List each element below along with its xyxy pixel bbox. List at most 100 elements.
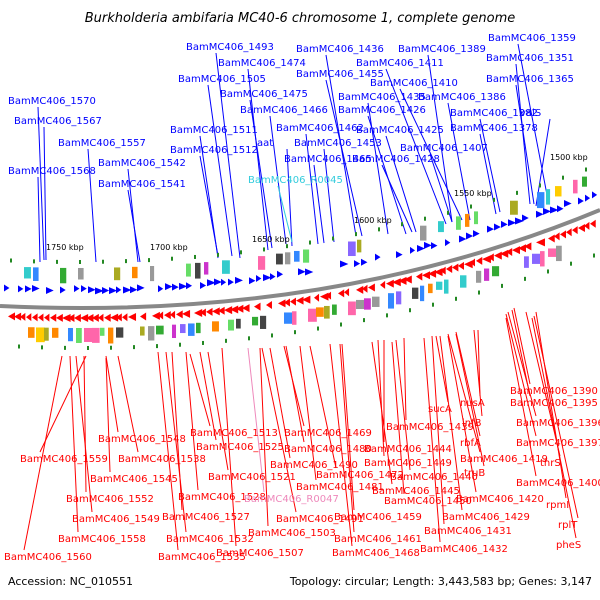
forward-gene-label: BamMC406_R0045 bbox=[248, 175, 343, 186]
reverse-gene-arrow bbox=[50, 313, 57, 322]
category-block bbox=[172, 324, 177, 339]
forward-gene-arrow bbox=[543, 207, 552, 215]
category-block bbox=[476, 270, 482, 283]
gc-marker bbox=[409, 308, 411, 313]
gc-marker bbox=[547, 269, 549, 274]
reverse-gene-label: BamMC406_1552 bbox=[66, 494, 154, 505]
reverse-gene-arrow bbox=[206, 307, 213, 316]
category-block bbox=[196, 322, 201, 334]
category-block bbox=[276, 253, 283, 265]
reverse-gene-arrow bbox=[212, 307, 220, 316]
forward-gene-arrow bbox=[592, 191, 598, 199]
callout-line bbox=[189, 353, 211, 427]
gc-marker bbox=[470, 204, 472, 209]
category-block bbox=[546, 189, 551, 205]
kbp-ticks: 1500 kbp 1550 kbp 1600 kbp 1650 kbp 1700 kbp… bbox=[46, 153, 588, 252]
forward-gene-label: BamMC406_1570 bbox=[8, 96, 96, 107]
category-block bbox=[292, 311, 297, 325]
reverse-gene-arrow bbox=[86, 313, 94, 322]
forward-gene-label: BamMC406_1410 bbox=[370, 78, 458, 89]
reverse-gene-label: BamMC406_1429 bbox=[442, 512, 530, 523]
category-block bbox=[236, 318, 241, 329]
reverse-gene-arrow bbox=[92, 313, 99, 322]
reverse-gene-arrow bbox=[572, 226, 578, 235]
forward-gene-arrow bbox=[578, 197, 584, 205]
gc-marker bbox=[355, 232, 357, 237]
category-block bbox=[132, 266, 138, 279]
accession-text: Accession: NC_010551 bbox=[8, 575, 133, 588]
reverse-gene-label: BamMC406_1419 bbox=[460, 454, 548, 465]
callout-line bbox=[299, 345, 317, 481]
gc-marker bbox=[386, 313, 388, 318]
callout-line bbox=[305, 133, 319, 245]
reverse-gene-arrow bbox=[44, 313, 50, 322]
reverse-gene-arrow bbox=[140, 312, 147, 321]
reverse-gene-arrow bbox=[464, 260, 473, 269]
reverse-gene-label: BamMC406_1459 bbox=[334, 512, 422, 523]
category-block bbox=[114, 267, 121, 281]
forward-gene-arrow bbox=[417, 245, 425, 253]
callout-line bbox=[87, 148, 97, 263]
reverse-gene-label: BamMC406_1431 bbox=[424, 526, 512, 537]
forward-gene-arrow bbox=[445, 239, 451, 247]
category-block bbox=[356, 299, 365, 309]
reverse-gene-arrow bbox=[488, 253, 494, 262]
gc-marker bbox=[202, 340, 204, 345]
forward-gene-arrow bbox=[263, 274, 272, 282]
forward-gene-arrow bbox=[305, 268, 314, 276]
callout-line bbox=[269, 115, 287, 245]
reverse-gene-arrow bbox=[518, 244, 526, 253]
forward-gene-label: BamMC406_1475 bbox=[220, 89, 308, 100]
reverse-gene-label: BamMC406_1548 bbox=[98, 434, 186, 445]
callout-line bbox=[329, 343, 353, 547]
forward-gene-arrow bbox=[515, 217, 524, 225]
reverse-gene-label: BamMC406_1527 bbox=[162, 512, 250, 523]
reverse-gene-arrow bbox=[20, 312, 26, 321]
category-block bbox=[33, 267, 39, 281]
category-block bbox=[204, 262, 209, 275]
forward-gene-label: BamMC406_1557 bbox=[58, 138, 146, 149]
callout-line bbox=[455, 331, 481, 437]
reverse-gene-label: BamMC406_1538 bbox=[118, 454, 206, 465]
forward-gene-arrow bbox=[340, 260, 349, 268]
kbp-tick-label: 1500 kbp bbox=[550, 153, 588, 162]
callout-line bbox=[447, 102, 471, 221]
forward-gene-label: BamMC406_1466 bbox=[240, 105, 328, 116]
forward-gene-arrow bbox=[4, 284, 10, 292]
reverse-gene-label: BamMC406_1532 bbox=[166, 534, 254, 545]
callout-line bbox=[286, 148, 293, 247]
reverse-gene-label: BamMC406_1450 bbox=[384, 496, 472, 507]
reverse-gene-label: BamMC406_1397 bbox=[516, 438, 600, 449]
reverse-category-blocks bbox=[28, 245, 562, 344]
callout-line bbox=[277, 185, 293, 243]
reverse-gene-arrow bbox=[392, 278, 401, 287]
reverse-gene-arrow bbox=[74, 313, 81, 322]
reverse-gene-label: BamMC406_1545 bbox=[90, 474, 178, 485]
gc-marker bbox=[524, 276, 526, 281]
forward-gene-arrow bbox=[235, 276, 243, 284]
category-block bbox=[444, 279, 449, 294]
reverse-gene-label: BamMC406_1521 bbox=[208, 472, 296, 483]
reverse-gene-arrow bbox=[458, 261, 464, 270]
category-block bbox=[436, 281, 443, 290]
gc-marker bbox=[56, 259, 58, 264]
gc-marker bbox=[10, 258, 12, 263]
gc-marker bbox=[133, 345, 135, 350]
callout-line bbox=[185, 351, 199, 491]
category-block bbox=[24, 267, 31, 279]
reverse-gene-arrow bbox=[314, 293, 320, 302]
forward-gene-label: BamMC406_1505 bbox=[178, 74, 266, 85]
reverse-gene-arrow bbox=[536, 238, 545, 247]
category-block bbox=[285, 252, 291, 265]
category-block bbox=[420, 225, 427, 241]
reverse-gene-arrow bbox=[440, 266, 446, 275]
forward-gene-label: BamMC406_1474 bbox=[218, 58, 306, 69]
kbp-tick-label: 1550 kbp bbox=[454, 189, 492, 198]
callout-line bbox=[429, 153, 453, 223]
forward-gene-arrow bbox=[354, 260, 361, 268]
gc-marker bbox=[194, 254, 196, 259]
category-block bbox=[556, 245, 562, 262]
category-block bbox=[258, 256, 266, 270]
reverse-gene-arrow bbox=[422, 271, 431, 280]
category-block bbox=[537, 192, 545, 209]
